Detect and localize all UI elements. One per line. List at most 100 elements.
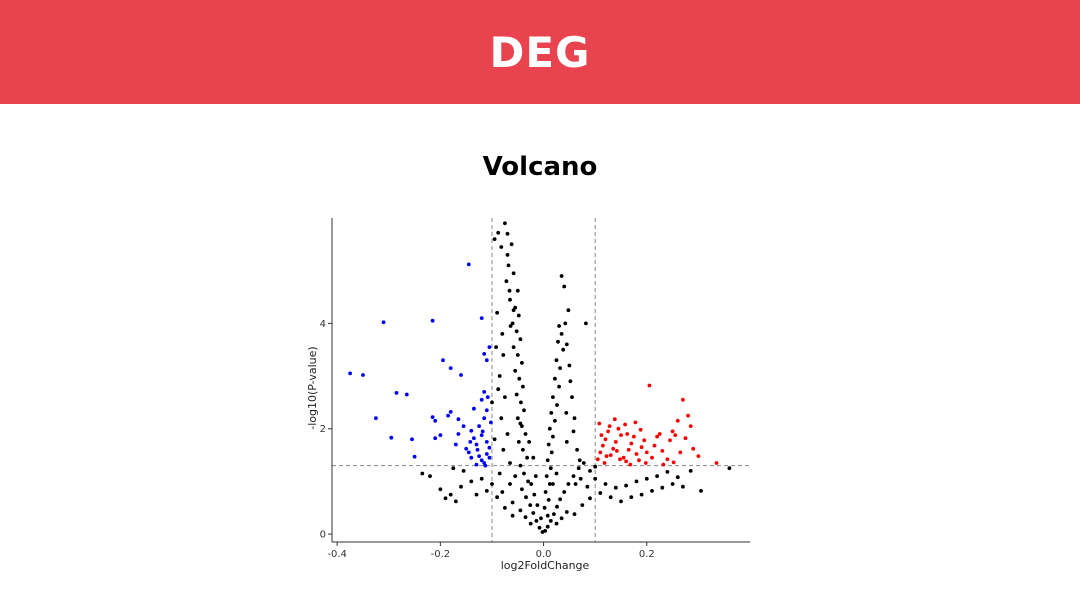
point-ns: [554, 521, 559, 526]
point-ns: [528, 521, 533, 526]
point-ns: [514, 329, 519, 334]
point-ns: [572, 416, 577, 421]
point-ns: [556, 339, 560, 344]
point-down: [448, 410, 453, 414]
point-ns: [528, 503, 533, 507]
point-up: [691, 446, 696, 451]
point-down: [474, 462, 479, 467]
point-up: [608, 453, 613, 457]
point-ns: [510, 513, 515, 518]
point-ns: [499, 416, 504, 421]
point-ns: [527, 440, 531, 444]
point-ns: [443, 496, 448, 501]
point-ns: [567, 363, 572, 368]
point-ns: [511, 308, 516, 313]
point-up: [611, 446, 616, 451]
point-down: [479, 397, 484, 402]
point-ns: [479, 476, 484, 481]
point-ns: [566, 482, 571, 486]
point-ns: [428, 474, 432, 478]
point-ns: [548, 519, 553, 523]
point-down: [477, 454, 481, 458]
point-ns: [539, 516, 543, 521]
point-ns: [526, 479, 530, 484]
point-down: [433, 418, 438, 423]
point-down: [454, 442, 458, 447]
point-ns: [543, 490, 548, 494]
point-ns: [548, 466, 553, 471]
point-ns: [505, 231, 510, 236]
point-down: [489, 420, 493, 425]
point-ns: [497, 471, 502, 476]
point-down: [468, 440, 473, 444]
point-ns: [553, 418, 557, 423]
point-up: [668, 438, 672, 443]
point-ns: [570, 395, 574, 399]
point-down: [430, 318, 435, 323]
point-ns: [513, 474, 518, 478]
point-ns: [505, 253, 510, 257]
point-ns: [529, 482, 534, 486]
point-down: [361, 373, 365, 377]
point-down: [433, 436, 438, 441]
point-ns: [578, 476, 583, 481]
point-down: [404, 392, 409, 397]
point-up: [671, 460, 676, 465]
point-ns: [510, 321, 515, 326]
point-ns: [547, 426, 552, 431]
point-up: [613, 440, 618, 444]
point-ns: [542, 505, 547, 510]
point-ns: [490, 482, 494, 486]
point-ns: [520, 487, 524, 492]
point-down: [479, 433, 484, 437]
point-ns: [497, 374, 502, 378]
point-ns: [522, 471, 526, 476]
point-up: [655, 434, 659, 439]
point-ns: [584, 321, 588, 326]
point-ns: [515, 353, 520, 357]
point-ns: [727, 466, 732, 471]
point-down: [456, 417, 461, 422]
point-down: [389, 435, 394, 440]
point-up: [642, 438, 647, 443]
point-down: [466, 262, 471, 267]
point-up: [686, 413, 690, 418]
point-ns: [580, 503, 585, 507]
point-ns: [492, 237, 497, 242]
point-down: [446, 413, 450, 418]
point-up: [644, 450, 649, 455]
point-down: [441, 358, 445, 363]
point-ns: [474, 492, 479, 497]
point-ns: [585, 484, 590, 489]
point-ns: [535, 503, 540, 507]
point-ns: [501, 447, 506, 452]
point-down: [469, 455, 474, 460]
point-up: [619, 433, 623, 437]
point-up: [595, 457, 600, 462]
point-ns: [639, 492, 644, 497]
point-down: [483, 463, 488, 468]
point-ns: [547, 482, 552, 486]
point-ns: [534, 519, 539, 523]
point-ns: [681, 484, 685, 489]
point-ns: [459, 484, 463, 489]
point-ns: [557, 384, 561, 389]
point-down: [487, 445, 492, 450]
point-ns: [557, 324, 561, 328]
point-ns: [500, 490, 505, 494]
point-up: [657, 432, 662, 436]
point-ns: [508, 461, 512, 465]
point-ns: [555, 504, 559, 509]
point-ns: [619, 499, 623, 504]
point-ns: [561, 347, 566, 352]
point-down: [482, 416, 487, 421]
point-ns: [577, 458, 582, 463]
point-ns: [505, 432, 510, 436]
point-up: [602, 461, 607, 465]
point-ns: [624, 483, 628, 488]
point-ns: [566, 308, 571, 313]
point-ns: [503, 505, 507, 510]
point-ns: [543, 529, 547, 533]
chart-title: Volcano: [482, 152, 598, 182]
